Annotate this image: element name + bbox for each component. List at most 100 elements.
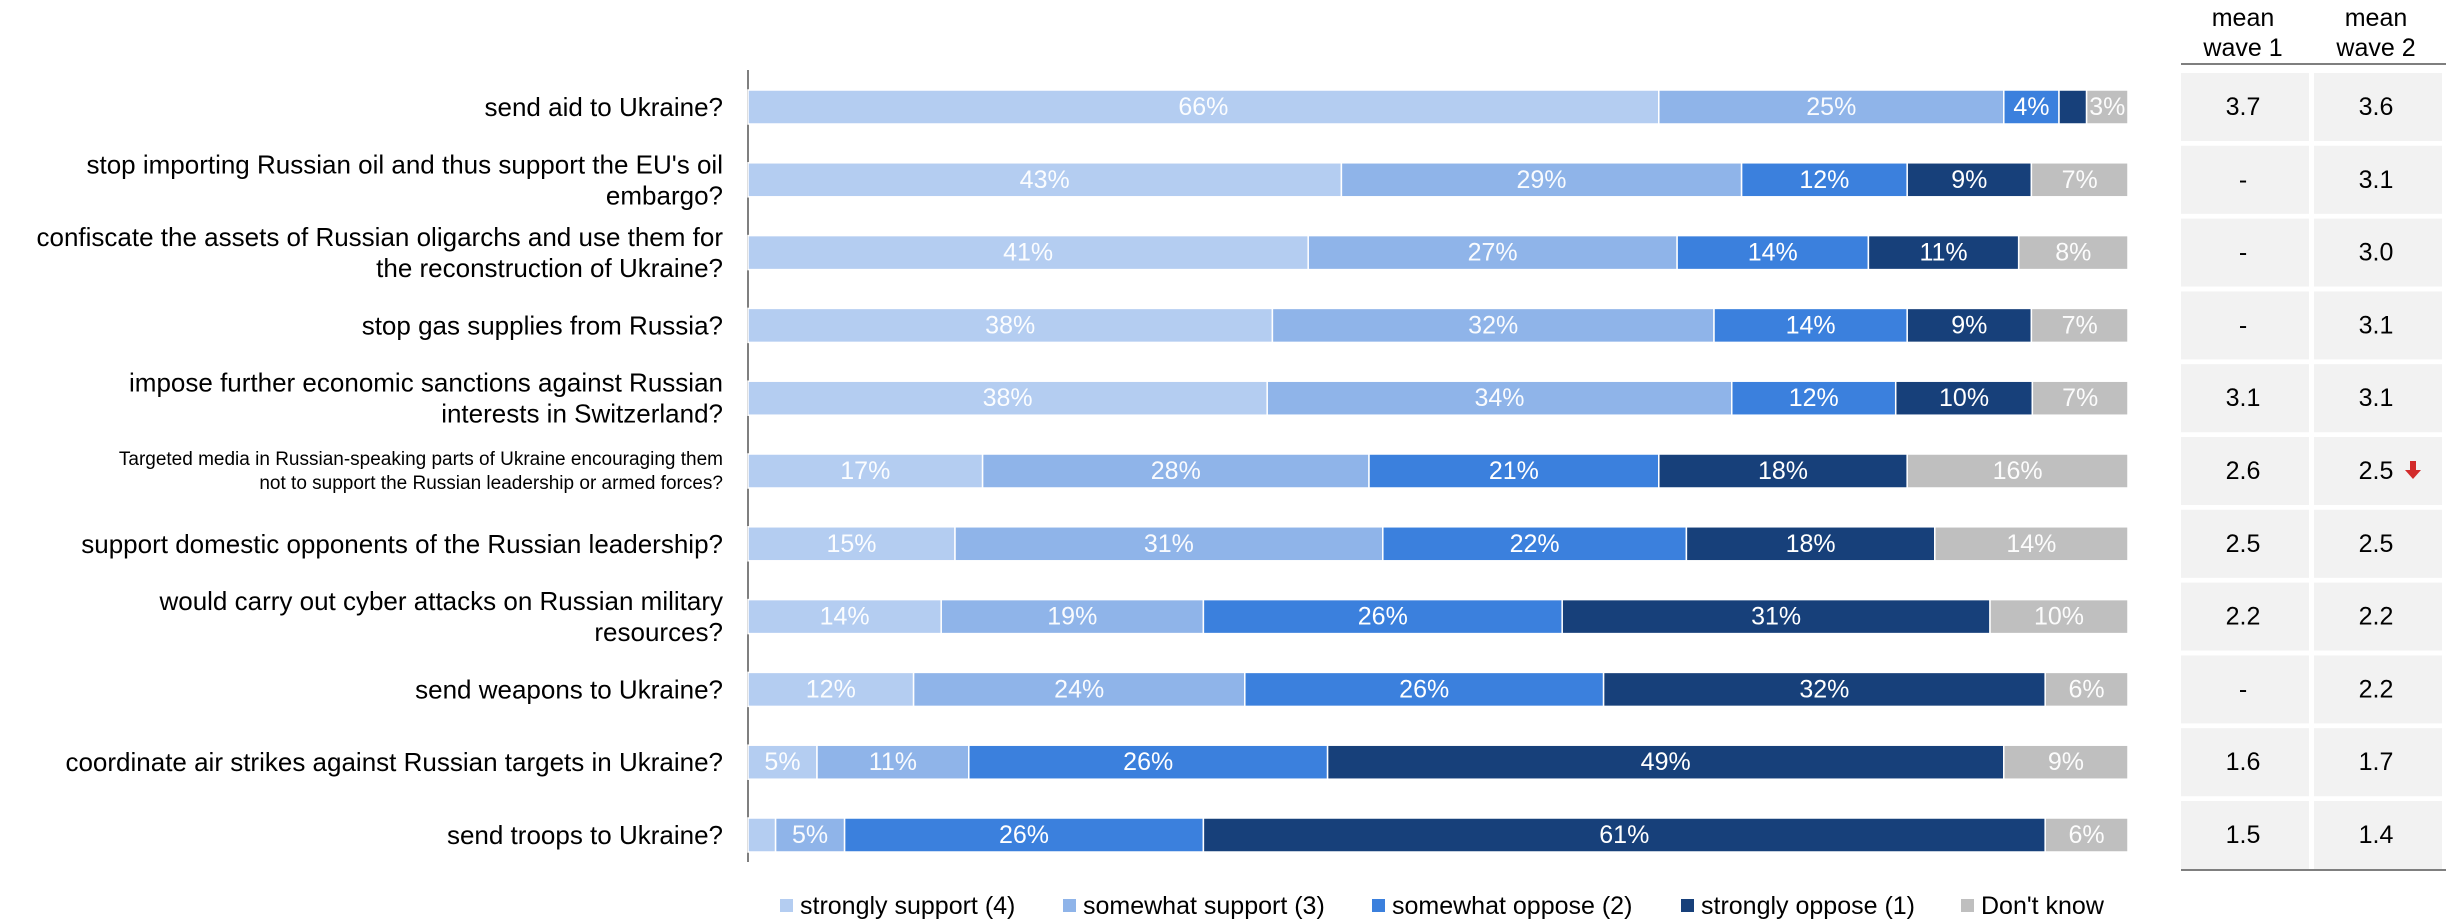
bar-segment [747,671,915,708]
bar-segment [2003,89,2060,125]
data-label: 9% [1951,166,1987,194]
bar-segment [1202,817,2046,853]
data-label: 10% [2034,603,2084,631]
category-label: would carry out cyber attacks on Russian… [158,586,723,647]
mean-cell [2181,509,2309,578]
legend-swatch [1372,899,1385,912]
mean-cell [2181,728,2309,797]
bar-segment [1685,526,1936,562]
mean-cell [2314,73,2442,141]
mean-value: 3.1 [2359,384,2394,412]
mean-value: 3.6 [2359,93,2394,121]
legend-label: strongly support (4) [800,892,1015,920]
data-label: 31% [1144,530,1194,558]
bar-segment [1382,526,1688,562]
mean-cell [2314,509,2442,578]
mean-cell [2314,145,2442,214]
data-label: 12% [1799,166,1849,194]
data-label: 12% [806,675,856,703]
data-label: 34% [1474,384,1524,412]
data-label: 14% [820,603,870,631]
category-label: confiscate the assets of Russian oligarc… [37,222,724,283]
decrease-arrow-icon [2405,461,2421,479]
data-label: 26% [1358,603,1408,631]
data-label: 7% [2062,166,2098,194]
legend-label: somewhat support (3) [1083,892,1325,920]
bar-segment [981,453,1370,489]
data-label: 38% [985,311,1035,339]
data-label: 4% [2013,93,2049,121]
bar-segment [747,598,942,635]
mean-cell [2181,73,2309,141]
mean-cell [2314,364,2442,433]
data-label: 61% [1599,821,1649,849]
bar-segment [1340,162,1743,198]
data-label: 9% [1951,311,1987,339]
bar-segment [1307,234,1678,271]
data-label: 10% [1939,384,1989,412]
data-label: 11% [869,748,917,776]
mean-cell [2181,437,2309,505]
mean-value: 2.2 [2359,603,2394,631]
bar-segment [1271,307,1715,344]
bar-segment [1713,307,1908,344]
mean-value: 3.0 [2359,239,2394,267]
mean-value: 2.2 [2226,603,2261,631]
mean-value: 2.5 [2226,530,2261,558]
data-label: 31% [1751,603,1801,631]
category-label: impose further economic sanctions agains… [129,368,723,429]
bar-segment [1326,744,2005,780]
category-label: send aid to Ukraine? [485,92,723,122]
bar-segment [954,526,1384,562]
mean-cell [2314,291,2442,360]
data-label: 5% [792,821,828,849]
mean-value: 2.6 [2226,457,2261,485]
data-label: 18% [1758,457,1808,485]
bar-segment [2003,744,2129,780]
legend-swatch [780,899,793,912]
bar-segment [843,817,1205,853]
bar-segment [1906,453,2129,489]
mean-cell [2314,437,2442,505]
bar-segment [1934,526,2129,562]
bar-segment [2044,671,2129,708]
mean-value: 1.7 [2359,748,2394,776]
legend-label: somewhat oppose (2) [1392,892,1632,920]
bar-segments: 66% 25% 4% 3% 43% 29% 12% 9% 7% 41% 27% 14% 11% 8% 38%… [747,89,2129,853]
bar-segment [2030,162,2129,198]
mean-cell [2314,655,2442,724]
mean-header: mean wave 1 [2202,4,2282,62]
data-label: 7% [2062,384,2098,412]
data-label: 18% [1786,530,1836,558]
mean-value: 1.6 [2226,748,2261,776]
data-label: 26% [1123,748,1173,776]
bar-segment [1368,453,1660,489]
data-label: 38% [983,384,1033,412]
bar-segment [1906,307,2033,344]
mean-cell [2314,801,2442,869]
data-label: 8% [2055,239,2091,267]
legend-label: Don't know [1981,892,2105,920]
mean-value: 3.7 [2226,93,2261,121]
data-label: 11% [1919,239,1967,267]
mean-value: 1.4 [2359,821,2394,849]
mean-cell [2181,145,2309,214]
data-label: 49% [1641,748,1691,776]
bar-segment [1894,380,2034,416]
data-label: 26% [1399,675,1449,703]
data-label: 21% [1489,457,1539,485]
bar-segment [2017,234,2129,271]
bar-segment [2044,817,2129,853]
data-label: 7% [2062,311,2098,339]
data-label: 32% [1799,675,1849,703]
bar-segment [1561,598,1991,635]
data-label: 27% [1468,239,1518,267]
bar-segment [2085,89,2129,125]
bar-segment [1658,453,1908,489]
mean-value: 2.2 [2359,675,2394,703]
mean-value: 2.5 [2359,530,2394,558]
data-label: 12% [1789,384,1839,412]
category-label: send troops to Ukraine? [447,820,723,850]
bar-segment [747,307,1274,344]
